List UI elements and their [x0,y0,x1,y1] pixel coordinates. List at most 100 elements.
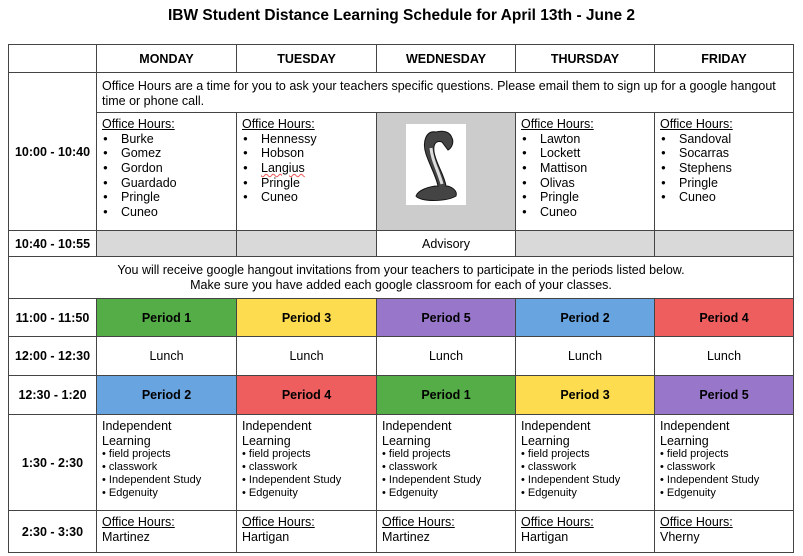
lunch-cell: Lunch [654,336,794,376]
lunch-cell: Lunch [376,336,516,376]
teacher-name-text: Lockett [540,146,581,161]
activity-text: classwork [527,461,577,473]
teacher-name-text: Pringle [121,190,160,205]
activity-text: field projects [666,448,729,460]
period-cell: Period 1 [376,375,516,415]
time-cell: 10:00 - 10:40 [8,72,97,231]
teacher-name: Cuneo [102,205,231,220]
activity-item: • field projects [382,448,451,460]
schedule-table: MONDAY TUESDAY WEDNESDAY THURSDAY FRIDAY… [8,44,794,553]
office-hours-label: Office Hours: [660,117,733,131]
teacher-name: Guardado [102,176,231,191]
teacher-name: Stephens [660,161,788,176]
teacher-name: Lockett [521,146,649,161]
day-monday: MONDAY [96,44,237,73]
activity-text: field projects [248,448,311,460]
office-hours-afternoon-cell: Office Hours: Hartigan [515,510,655,553]
office-hours-monday: Office Hours: BurkeGomezGordonGuardadoPr… [96,112,237,231]
office-hours-tuesday: Office Hours: HennessyHobsonLangiusPring… [236,112,377,231]
office-hours-label: Office Hours: [660,515,733,529]
activity-text: classwork [108,461,158,473]
teacher-name: Martinez [382,529,430,544]
time-cell: 12:30 - 1:20 [8,375,97,415]
teacher-name: Hartigan [521,529,569,544]
time-cell: 2:30 - 3:30 [8,510,97,553]
teacher-name-text: Hennessy [261,131,317,146]
activity-text: field projects [527,448,590,460]
teacher-name-text: Sandoval [679,131,732,146]
independent-learning-cell: Independent Learning • field projects • cla… [96,414,237,511]
office-hours-afternoon-cell: Office Hours: Hartigan [236,510,377,553]
activity-item: • Independent Study [102,474,202,486]
teacher-name-text: Cuneo [121,205,158,220]
invite-note: You will receive google hangout invitati… [8,256,794,299]
activity-item: • Edgenuity [102,487,158,499]
office-hours-note: Office Hours are a time for you to ask y… [96,72,794,113]
teacher-name: Pringle [242,176,371,191]
activity-text: classwork [248,461,298,473]
activity-item: • field projects [102,448,171,460]
teacher-name-text: Cuneo [540,205,577,220]
office-hours-label: Office Hours: [102,117,175,131]
empty-cell [654,230,794,257]
independent-heading: Independent [660,419,730,433]
learning-heading: Learning [382,433,431,448]
teacher-list: HennessyHobsonLangiusPringleCuneo [242,132,371,206]
activity-text: Independent Study [388,474,482,486]
empty-cell [515,230,655,257]
period-cell: Period 1 [96,298,237,337]
lunch-cell: Lunch [96,336,237,376]
teacher-name: Pringle [660,176,788,191]
office-hours-thursday: Office Hours: LawtonLockettMattisonOliva… [515,112,655,231]
period-cell: Period 2 [96,375,237,415]
header-row: MONDAY TUESDAY WEDNESDAY THURSDAY FRIDAY [8,44,794,73]
activity-item: • classwork [102,461,158,473]
teacher-name-text: Pringle [261,175,300,190]
activity-item: • Independent Study [660,474,760,486]
activity-text: Edgenuity [527,487,577,499]
lunch-cell: Lunch [515,336,655,376]
office-hours-afternoon-cell: Office Hours: Martinez [376,510,516,553]
learning-heading: Learning [102,433,151,448]
day-thursday: THURSDAY [515,44,655,73]
independent-heading: Independent [102,419,172,433]
activity-item: • Edgenuity [521,487,577,499]
activity-item: • Edgenuity [242,487,298,499]
day-tuesday: TUESDAY [236,44,377,73]
office-hours-afternoon-cell: Office Hours: Vherny [654,510,794,553]
lunch-cell: Lunch [236,336,377,376]
day-wednesday: WEDNESDAY [376,44,516,73]
period-cell: Period 3 [515,375,655,415]
period-cell: Period 5 [376,298,516,337]
teacher-name-text: Socarras [679,146,730,161]
teacher-name: Sandoval [660,132,788,147]
teacher-name-text: Pringle [679,175,718,190]
cobra-mascot-icon [406,124,466,205]
activity-item: • classwork [660,461,716,473]
teacher-name: Lawton [521,132,649,147]
empty-cell [236,230,377,257]
teacher-name: Gordon [102,161,231,176]
empty-cell [96,230,237,257]
activity-text: Independent Study [108,474,202,486]
teacher-list: LawtonLockettMattisonOlivasPringleCuneo [521,132,649,220]
teacher-name: Olivas [521,176,649,191]
teacher-name: Hobson [242,146,371,161]
teacher-name: Socarras [660,146,788,161]
teacher-name-text: Cuneo [261,190,298,205]
activity-item: • Independent Study [242,474,342,486]
office-hours-label: Office Hours: [102,515,175,529]
invite-note-line-1: You will receive google hangout invitati… [117,263,685,277]
teacher-name-text: Guardado [121,175,177,190]
advisory-cell: Advisory [376,230,516,257]
invite-note-line-2: Make sure you have added each google cla… [190,277,612,292]
teacher-name: Hennessy [242,132,371,147]
activity-text: Edgenuity [388,487,438,499]
teacher-name-text: Stephens [679,160,732,175]
activity-text: field projects [388,448,451,460]
period-cell: Period 4 [236,375,377,415]
day-friday: FRIDAY [654,44,794,73]
teacher-name-text: Lawton [540,131,581,146]
activity-item: • Edgenuity [660,487,716,499]
period-cell: Period 2 [515,298,655,337]
